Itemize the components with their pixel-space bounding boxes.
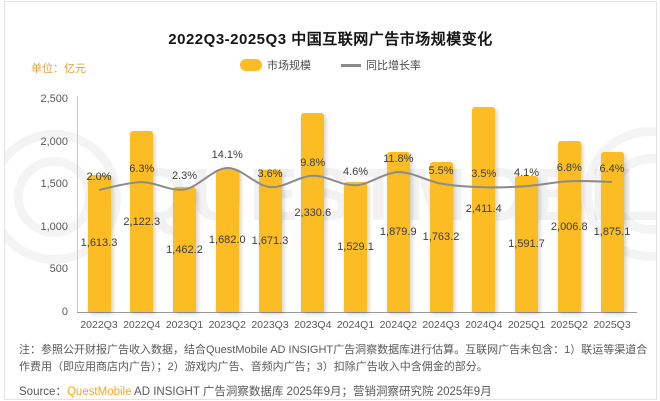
- source-line: Source：QuestMobile AD INSIGHT 广告洞察数据库 20…: [19, 383, 653, 399]
- x-axis-tick-label: 2025Q1: [507, 319, 546, 331]
- y-axis-tick-label: 500: [49, 263, 68, 276]
- chart-legend: 市场规模 同比增长率: [5, 57, 656, 73]
- legend-line-label: 同比增长率: [366, 60, 421, 72]
- bar-value-label: 1,529.1: [337, 240, 374, 253]
- growth-pct-label: 4.6%: [342, 166, 369, 179]
- bar-value-label: 2,330.6: [294, 206, 332, 219]
- x-axis-tick-label: 2022Q4: [123, 319, 161, 331]
- x-axis-tick-label: 2024Q3: [422, 319, 460, 331]
- x-axis-tick-label: 2023Q2: [208, 319, 246, 331]
- bar-value-label: 1,671.3: [251, 234, 289, 247]
- x-axis-tick-label: 2024Q1: [336, 319, 375, 331]
- bar-value-label: 2,006.8: [550, 220, 588, 233]
- x-axis-tick-label: 2025Q2: [550, 319, 588, 331]
- bar-2023Q3: [258, 169, 282, 312]
- growth-pct-label: 2.3%: [171, 170, 198, 183]
- legend-bar-label: 市场规模: [267, 60, 311, 72]
- x-axis: [77, 312, 637, 313]
- bar-2023Q1: [173, 187, 196, 312]
- bar-2023Q4: [301, 113, 325, 312]
- bar-2025Q3: [600, 152, 624, 312]
- bar-2024Q3: [429, 161, 453, 312]
- report-card: 2022Q3-2025Q3 中国互联网广告市场规模变化 单位：亿元 市场规模 同…: [4, 1, 657, 400]
- y-axis-tick-label: 1,000: [40, 220, 68, 233]
- y-axis-tick-label: 2,000: [40, 135, 68, 148]
- x-axis-tick-label: 2023Q4: [294, 319, 332, 331]
- growth-pct-label: 9.8%: [300, 156, 326, 169]
- bar-2025Q1: [515, 176, 538, 312]
- bar-series-swatch-icon: [240, 59, 262, 71]
- line-series-swatch-icon: [341, 63, 361, 67]
- footnote: 注：参照公开财报广告收入数据，结合QuestMobile AD INSIGHT广…: [19, 344, 648, 373]
- y-axis-tick-label: 1,500: [40, 178, 68, 191]
- bar-2024Q2: [386, 151, 410, 312]
- bar-value-label: 1,875.1: [593, 226, 631, 239]
- x-axis-tick-label: 2024Q4: [465, 319, 503, 331]
- source-prefix: Source：: [19, 386, 67, 398]
- x-axis-tick-label: 2023Q1: [165, 319, 204, 331]
- x-axis-tick-label: 2024Q2: [379, 319, 417, 331]
- source-rest: AD INSIGHT 广告洞察数据库 2025年9月；营销洞察研究院 2025年…: [131, 386, 492, 398]
- bar-value-label: 1,462.2: [166, 243, 203, 256]
- bar-2024Q4: [472, 106, 496, 312]
- growth-pct-label: 3.6%: [257, 168, 283, 181]
- source-brand: QuestMobile: [66, 386, 132, 398]
- bar-value-label: 1,763.2: [422, 230, 460, 243]
- x-axis-tick-label: 2023Q3: [251, 319, 289, 331]
- x-axis-tick-label: 2022Q3: [80, 319, 118, 331]
- bar-2023Q2: [215, 168, 239, 312]
- bar-value-label: 1,682.0: [208, 234, 246, 247]
- y-axis-tick-label: 2,500: [40, 93, 68, 105]
- legend-item-market-size: 市场规模: [240, 57, 311, 73]
- growth-pct-label: 14.1%: [211, 148, 243, 161]
- legend-item-yoy-growth: 同比增长率: [341, 57, 421, 73]
- bar-line-chart: 2,500 2,000 1,500 1,000 500 0 1,613.3 2.0% 2022Q…: [5, 2, 656, 399]
- bar-value-label: 1,879.9: [379, 225, 417, 238]
- bar-value-label: 1,613.3: [80, 237, 118, 250]
- bar-value-label: 2,411.4: [465, 203, 502, 216]
- unit-label: 单位：亿元: [31, 63, 86, 75]
- growth-pct-label: 11.8%: [383, 153, 414, 166]
- growth-pct-label: 6.4%: [599, 162, 625, 175]
- bar-2024Q1: [344, 181, 367, 312]
- bar-2022Q3: [87, 174, 111, 312]
- x-axis-tick-label: 2025Q3: [593, 319, 631, 331]
- y-axis-tick-label: 0: [61, 306, 68, 318]
- bar-value-label: 1,591.7: [508, 238, 545, 251]
- bar-value-label: 2,122.3: [123, 215, 161, 228]
- chart-title: 2022Q3-2025Q3 中国互联网广告市场规模变化: [168, 31, 493, 48]
- y-axis: [77, 96, 78, 312]
- watermark-rings-left: [5, 130, 121, 264]
